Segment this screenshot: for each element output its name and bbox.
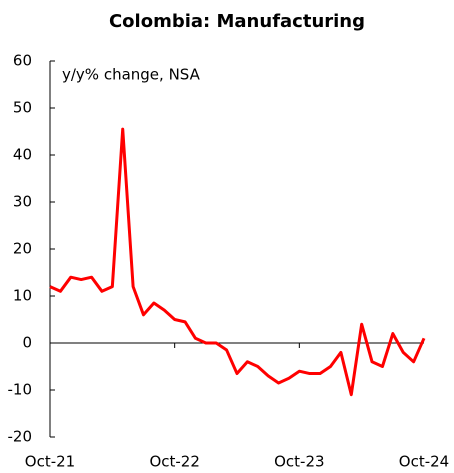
y-tick-label: 0 (22, 334, 32, 352)
annotation: y/y% change, NSA (62, 66, 201, 84)
x-tick-label: Oct-21 (25, 453, 75, 471)
y-tick-label: 10 (13, 287, 32, 305)
y-tick-label: 50 (13, 99, 32, 117)
y-tick-label: 60 (13, 52, 32, 70)
chart-title: Colombia: Manufacturing (109, 11, 365, 32)
y-tick-label: 40 (13, 146, 32, 164)
line-series (49, 127, 426, 397)
y-tick-label: 30 (13, 193, 32, 211)
x-tick-label: Oct-23 (274, 453, 324, 471)
x-tick-label: Oct-24 (399, 453, 449, 471)
y-tick-label: 20 (13, 240, 32, 258)
y-tick-label: -20 (8, 428, 33, 446)
x-tick-label: Oct-22 (149, 453, 199, 471)
y-tick-label: -10 (8, 381, 33, 399)
